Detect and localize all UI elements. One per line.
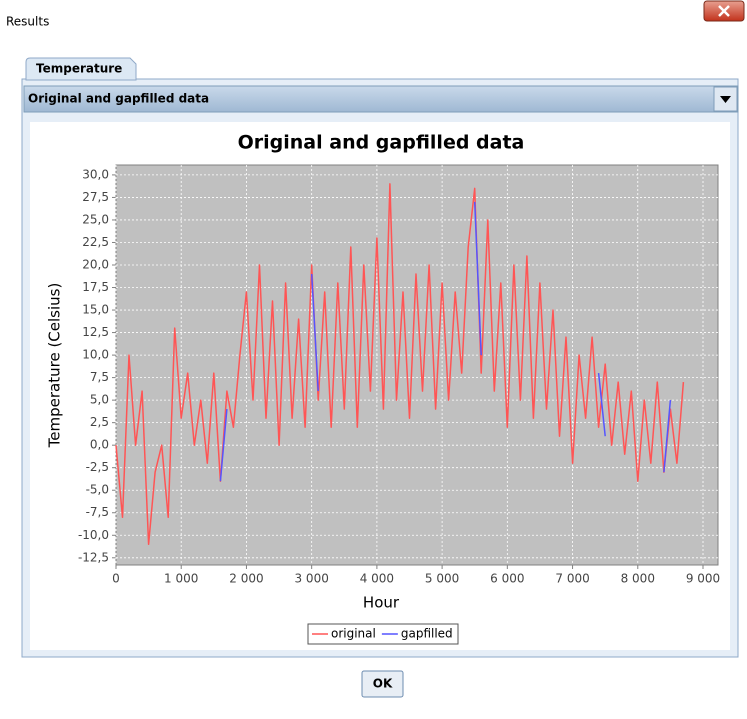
series-line bbox=[115, 183, 685, 546]
y-tick-label: -10,0 bbox=[78, 528, 109, 542]
y-tick-label: 30,0 bbox=[82, 167, 109, 181]
x-tick-label: 1 000 bbox=[164, 572, 198, 586]
ok-button[interactable]: OK bbox=[361, 670, 404, 698]
y-tick-label: -2,5 bbox=[86, 460, 109, 474]
x-tick-label: 3 000 bbox=[294, 572, 328, 586]
y-tick-label: 15,0 bbox=[82, 303, 109, 317]
y-tick-label: 27,5 bbox=[82, 190, 109, 204]
ok-label: OK bbox=[373, 677, 393, 691]
tab-label: Temperature bbox=[36, 62, 122, 76]
x-tick-label: 4 000 bbox=[360, 572, 394, 586]
y-tick-label: 20,0 bbox=[82, 258, 109, 272]
y-axis-label: Temperature (Celsius) bbox=[46, 283, 64, 449]
dropdown-value: Original and gapfilled data bbox=[28, 92, 209, 106]
x-tick-label: 8 000 bbox=[621, 572, 655, 586]
y-tick-label: 10,0 bbox=[82, 348, 109, 362]
legend-label: original bbox=[331, 627, 376, 641]
legend-label: gapfilled bbox=[401, 627, 453, 641]
dropdown[interactable]: Original and gapfilled data bbox=[23, 85, 739, 113]
y-tick-label: 2,5 bbox=[90, 415, 109, 429]
y-tick-label: -12,5 bbox=[78, 550, 109, 564]
y-tick-label: 5,0 bbox=[90, 393, 109, 407]
x-tick-label: 0 bbox=[112, 572, 120, 586]
tab[interactable]: Temperature bbox=[25, 57, 137, 81]
close-button[interactable] bbox=[703, 0, 745, 22]
x-tick-label: 2 000 bbox=[229, 572, 263, 586]
y-tick-label: -7,5 bbox=[86, 505, 109, 519]
y-tick-label: 17,5 bbox=[82, 280, 109, 294]
y-tick-label: 0,0 bbox=[90, 438, 109, 452]
x-tick-label: 9 000 bbox=[686, 572, 720, 586]
x-tick-label: 7 000 bbox=[555, 572, 589, 586]
window-title: Results bbox=[6, 15, 49, 29]
y-tick-label: 7,5 bbox=[90, 370, 109, 384]
plot-area bbox=[115, 164, 719, 566]
y-tick-label: 25,0 bbox=[82, 212, 109, 226]
x-tick-label: 6 000 bbox=[490, 572, 524, 586]
series-line bbox=[219, 201, 672, 482]
y-tick-label: 12,5 bbox=[82, 325, 109, 339]
x-tick-label: 5 000 bbox=[425, 572, 459, 586]
y-tick-label: 22,5 bbox=[82, 235, 109, 249]
chart-title: Original and gapfilled data bbox=[238, 132, 525, 154]
x-axis-label: Hour bbox=[363, 594, 400, 612]
y-tick-label: -5,0 bbox=[86, 483, 109, 497]
